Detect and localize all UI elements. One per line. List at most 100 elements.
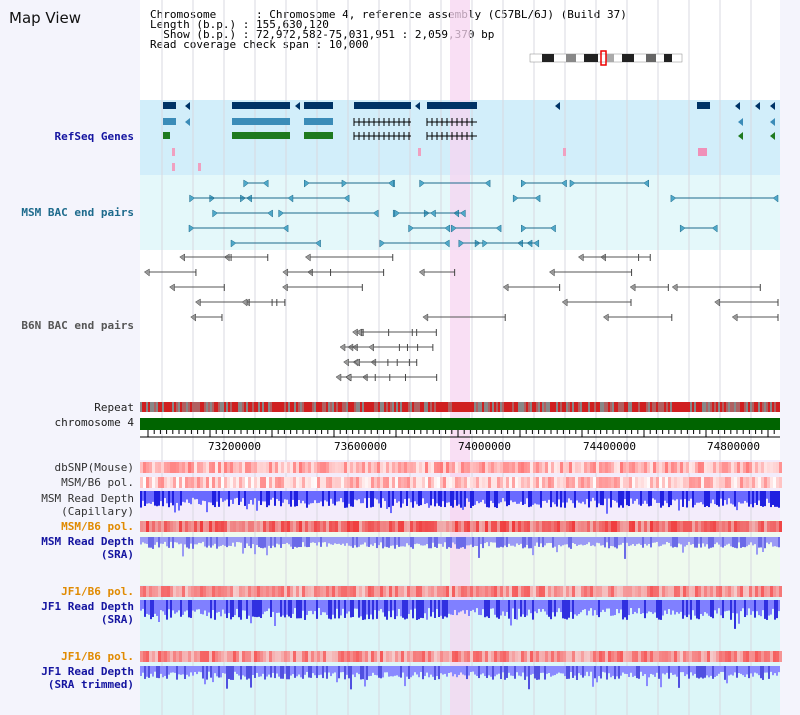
repeat-bin [774,402,776,412]
b6n-bac-label[interactable]: B6N BAC end pairs [21,319,134,332]
repeat-bin [222,402,224,412]
heat-bin [443,477,446,488]
depth-bin [246,537,248,544]
depth-bin [536,600,538,614]
depth-bin [330,600,332,620]
depth-bin [308,600,310,611]
read-depth-tracks[interactable] [140,491,780,690]
depth-bin [492,600,494,609]
b6n-bac-track[interactable] [143,253,779,382]
depth-bin [758,537,760,548]
jf1-depth-sra-label[interactable]: JF1 Read Depth [41,600,134,613]
repeat-label[interactable]: Repeat [94,401,134,414]
depth-bin [412,491,414,508]
depth-bin [592,666,594,687]
refseq-gene-track[interactable] [163,102,775,171]
depth-bin [284,491,286,500]
depth-bin [178,537,180,545]
heat-bin [644,477,647,488]
depth-bin [724,537,726,546]
msm-b6-pol-label-1[interactable]: MSM/B6 pol. [61,476,134,489]
repeat-bin [728,402,730,412]
depth-bin [496,600,498,618]
heat-bin [716,651,719,662]
repeat-bin [428,402,430,412]
repeat-bin [256,402,258,412]
refseq-label[interactable]: RefSeq Genes [54,130,134,143]
chromosome-label[interactable]: chromosome 4 [54,416,134,429]
depth-bin [176,491,178,503]
heat-bin [620,521,623,532]
depth-bin [520,600,522,617]
msm-depth-cap-label[interactable]: MSM Read Depth [41,492,134,505]
depth-bin [354,537,356,546]
depth-bin [538,537,540,547]
depth-bin [450,537,452,548]
depth-bin [204,666,206,685]
msm-b6-pol-label-2[interactable]: MSM/B6 pol. [61,520,134,533]
depth-bin [372,600,374,620]
depth-bin [574,537,576,545]
msm-depth-sra-label[interactable]: MSM Read Depth [41,535,134,548]
repeat-bin [532,402,534,412]
depth-bin [484,666,486,677]
heat-bin [365,651,368,662]
depth-bin [460,491,462,508]
chromosome-ideogram[interactable] [529,50,683,66]
depth-bin [430,666,432,675]
polymorphism-heat-tracks[interactable] [140,462,782,662]
depth-bin [432,491,434,499]
depth-bin [464,537,466,549]
jf1-b6-pol-label-2[interactable]: JF1/B6 pol. [61,650,134,663]
heat-bin [743,651,746,662]
heat-bin [698,521,701,532]
heat-bin [236,477,239,488]
repeat-bin [712,402,714,412]
depth-bin [156,666,158,678]
depth-bin [578,666,580,674]
repeat-track[interactable] [140,402,780,412]
heat-bin [461,651,464,662]
jf1-depth-trim-label[interactable]: JF1 Read Depth [41,665,134,678]
jf1-b6-pol-label-1[interactable]: JF1/B6 pol. [61,585,134,598]
depth-bin [684,600,686,616]
heat-bin [563,586,566,597]
depth-bin [506,666,508,678]
selection-highlight[interactable] [450,0,470,715]
repeat-bin [430,402,432,412]
depth-bin [776,537,778,547]
chromosome-bar[interactable] [140,418,780,430]
depth-bin [214,491,216,508]
depth-bin [268,491,270,506]
depth-bin [444,600,446,617]
heat-bin [275,462,278,473]
heat-bin [344,521,347,532]
repeat-bin [232,402,234,412]
repeat-bin [450,402,452,412]
depth-bin [572,491,574,504]
depth-bin [764,600,766,619]
depth-bin [202,537,204,542]
msm-bac-label[interactable]: MSM BAC end pairs [21,206,134,219]
heat-bin [623,521,626,532]
heat-bin [719,651,722,662]
depth-bin [182,666,184,675]
depth-bin [590,600,592,609]
heat-bin [398,521,401,532]
repeat-bin [704,402,706,412]
depth-bin [506,600,508,613]
dbsnp-label[interactable]: dbSNP(Mouse) [54,461,134,474]
heat-bin [368,477,371,488]
page-title: Map View [9,9,82,27]
depth-bin [752,666,754,677]
msm-bac-track[interactable] [188,179,779,248]
repeat-bin [536,402,538,412]
depth-bin [308,537,310,547]
depth-bin [486,537,488,543]
heat-bin [326,521,329,532]
heat-bin [578,586,581,597]
depth-bin [704,491,706,508]
depth-bin [204,600,206,611]
heat-bin [731,477,734,488]
